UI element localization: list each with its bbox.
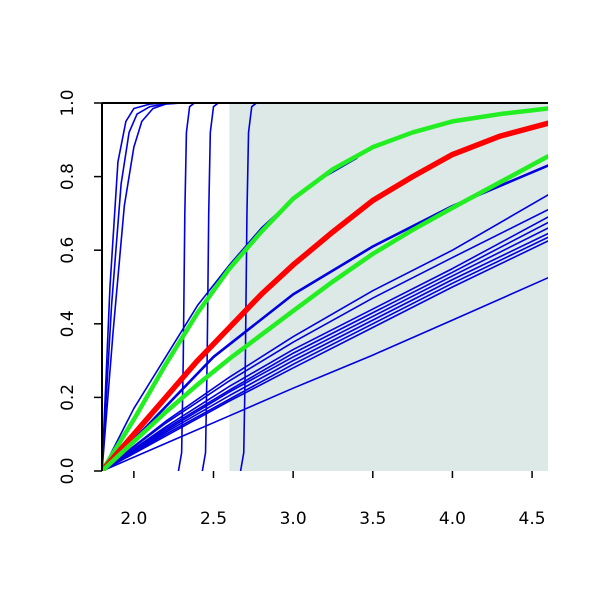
x-tick-label: 3.5 (359, 509, 386, 529)
series-line-13-blue (102, 227, 548, 471)
series-layer (102, 103, 548, 471)
shaded-region (229, 103, 548, 471)
y-tick-label: 0.4 (58, 310, 78, 337)
series-line-12-blue (102, 221, 548, 471)
y-tick-label: 0.6 (58, 237, 78, 264)
y-tick-label: 0.0 (58, 457, 78, 484)
series-line-9-blue (102, 208, 548, 471)
series-line-20-green (102, 154, 548, 471)
series-line-10-blue (102, 194, 548, 471)
series-line-16-blue (102, 240, 548, 471)
series-line-17-blue (102, 276, 548, 471)
x-tick-label: 2.0 (120, 509, 147, 529)
x-tick-label: 3.0 (280, 509, 307, 529)
series-line-11-blue (102, 216, 548, 471)
series-line-15-blue (102, 236, 548, 471)
series-line-14-blue (102, 232, 548, 471)
x-tick-label: 4.5 (519, 509, 546, 529)
x-tick-label: 4.0 (439, 509, 466, 529)
shaded-region-layer (229, 103, 548, 471)
series-line-1-blue (102, 103, 548, 471)
y-tick-label: 0.8 (58, 163, 78, 190)
y-tick-label: 0.2 (58, 384, 78, 411)
y-tick-label: 1.0 (58, 89, 78, 116)
axes-layer: 2.0 2.5 3.0 3.5 4.0 4.5 0.0 0.2 0.4 0.6 0.8 1.0 (58, 89, 548, 529)
series-line-18-green (102, 106, 548, 471)
x-tick-label: 2.5 (200, 509, 227, 529)
series-line-19-red (102, 120, 548, 471)
